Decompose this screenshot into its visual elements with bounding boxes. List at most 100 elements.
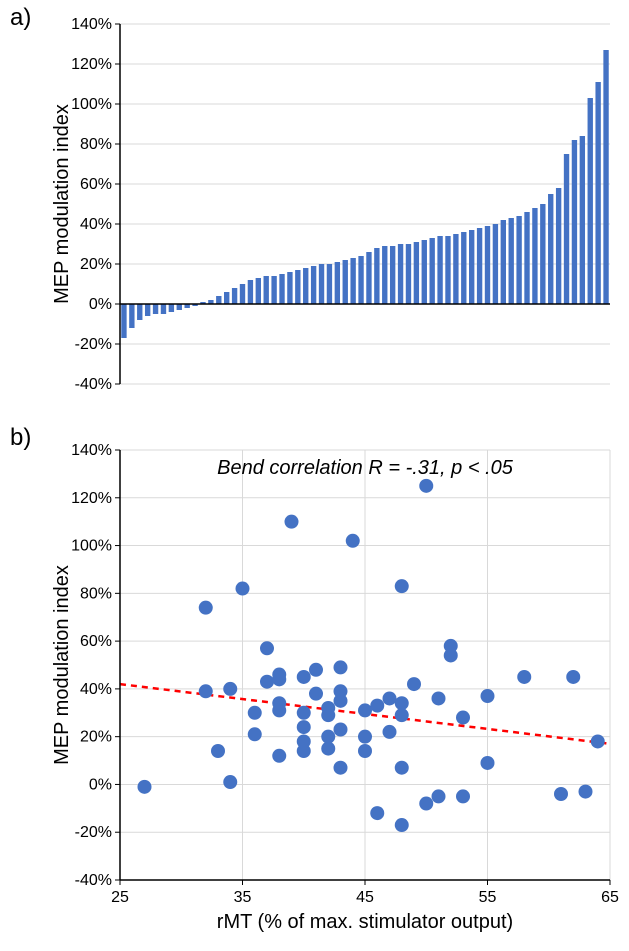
bar [532, 208, 537, 304]
scatter-point [517, 670, 531, 684]
scatter-point [321, 730, 335, 744]
bar [382, 246, 387, 304]
bar [540, 204, 545, 304]
bar [429, 238, 434, 304]
scatter-point [199, 684, 213, 698]
bar [303, 268, 308, 304]
ytick-label: 140% [71, 16, 112, 33]
bar [603, 50, 608, 304]
panel-a-label: a) [10, 4, 31, 32]
bar [548, 194, 553, 304]
ytick-label: 20% [80, 256, 112, 273]
ytick-label: 100% [71, 96, 112, 113]
x-axis-label: rMT (% of max. stimulator output) [217, 911, 513, 933]
bar [129, 304, 134, 328]
scatter-point [334, 723, 348, 737]
bar [232, 288, 237, 304]
ytick-label: 0% [89, 296, 112, 313]
y-axis-label: MEP modulation index [51, 104, 73, 304]
bar [485, 226, 490, 304]
ytick-label: 60% [80, 176, 112, 193]
bar [469, 230, 474, 304]
ytick-label: -40% [75, 376, 112, 393]
ytick-label: -20% [75, 336, 112, 353]
bar [350, 258, 355, 304]
y-axis-label: MEP modulation index [51, 565, 73, 765]
scatter-point [579, 785, 593, 799]
scatter-point [297, 670, 311, 684]
scatter-point [248, 727, 262, 741]
bar [453, 234, 458, 304]
scatter-point [432, 789, 446, 803]
ytick-label: 40% [80, 681, 112, 698]
bar [177, 304, 182, 310]
bar [406, 244, 411, 304]
ytick-label: 80% [80, 585, 112, 602]
bar [524, 212, 529, 304]
scatter-point [346, 534, 360, 548]
ytick-label: 80% [80, 136, 112, 153]
scatter-point [211, 744, 225, 758]
bar [169, 304, 174, 312]
ytick-label: 100% [71, 538, 112, 555]
scatter-point [554, 787, 568, 801]
scatter-point [395, 761, 409, 775]
scatter-point [309, 687, 323, 701]
bar [516, 216, 521, 304]
scatter-point [395, 818, 409, 832]
xtick-label: 55 [479, 889, 497, 906]
ytick-label: 140% [71, 442, 112, 459]
bar [240, 284, 245, 304]
ytick-label: 120% [71, 56, 112, 73]
bar [595, 82, 600, 304]
panel-b-label: b) [10, 424, 31, 452]
scatter-point [334, 684, 348, 698]
bar [461, 232, 466, 304]
scatter-point [358, 703, 372, 717]
scatter-point [199, 601, 213, 615]
scatter-point [285, 515, 299, 529]
scatter-point [383, 725, 397, 739]
bar [121, 304, 126, 338]
scatter-point [260, 641, 274, 655]
scatter-point [223, 682, 237, 696]
bar [145, 304, 150, 316]
scatter-point [272, 696, 286, 710]
bar [256, 278, 261, 304]
bar [422, 240, 427, 304]
bar [327, 264, 332, 304]
scatter-point [236, 582, 250, 596]
bar [279, 274, 284, 304]
ytick-label: -40% [75, 872, 112, 889]
scatter-point [297, 720, 311, 734]
scatter-point [309, 663, 323, 677]
ytick-label: -20% [75, 824, 112, 841]
scatter-point [383, 691, 397, 705]
bar [264, 276, 269, 304]
ytick-label: 60% [80, 633, 112, 650]
scatter-point [223, 775, 237, 789]
bar [311, 266, 316, 304]
bar [335, 262, 340, 304]
scatter-point [358, 744, 372, 758]
scatter-point [566, 670, 580, 684]
bar [358, 256, 363, 304]
ytick-label: 0% [89, 776, 112, 793]
ytick-label: 20% [80, 729, 112, 746]
bar [224, 292, 229, 304]
bar [493, 224, 498, 304]
scatter-point [272, 749, 286, 763]
bar [390, 246, 395, 304]
scatter-point [370, 699, 384, 713]
panel-a-chart: -40% -20% 0% 20% 40% 60% 80% 100% 120% 140% MEP mo… [50, 14, 620, 404]
xtick-label: 35 [234, 889, 252, 906]
scatter-point [444, 639, 458, 653]
scatter-point [321, 742, 335, 756]
scatter-point [358, 730, 372, 744]
scatter-point [334, 761, 348, 775]
xtick-label: 25 [111, 889, 129, 906]
ytick-label: 40% [80, 216, 112, 233]
bar [161, 304, 166, 314]
bar [271, 276, 276, 304]
scatter-point [272, 668, 286, 682]
